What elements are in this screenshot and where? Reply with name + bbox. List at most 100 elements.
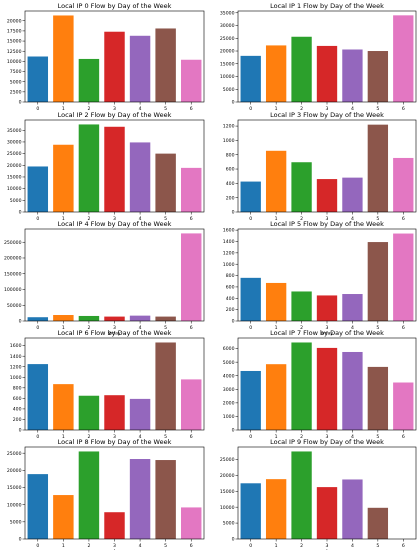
y-tick-label: 600 (13, 396, 22, 402)
y-tick-label: 800 (226, 152, 235, 158)
bar-day-6 (180, 167, 202, 212)
y-tick-label: 25000 (7, 151, 22, 157)
bar-day-2 (291, 36, 312, 102)
bar-day-3 (316, 179, 338, 212)
chart-title: Local IP 2 Flow by Day of the Week (58, 111, 172, 119)
x-tick-label: 1 (62, 543, 65, 549)
y-tick-label: 200000 (4, 256, 22, 262)
bar-day-1 (265, 364, 287, 430)
x-tick-label: 5 (164, 325, 167, 331)
x-tick-label: 5 (376, 216, 379, 222)
x-tick-label: 2 (300, 106, 303, 112)
x-tick-label: 2 (87, 106, 90, 112)
y-tick-label: 1000 (10, 375, 22, 381)
y-tick-label: 1200 (223, 250, 235, 256)
x-tick-label: 1 (62, 216, 65, 222)
x-tick-label: 0 (36, 216, 39, 222)
y-tick-label: 15000 (7, 485, 22, 491)
y-tick-label: 35000 (220, 10, 235, 16)
bar-day-4 (129, 142, 151, 212)
bar-day-1 (53, 495, 74, 539)
x-tick-label: 5 (164, 106, 167, 112)
y-tick-label: 15000 (7, 39, 22, 45)
bar-day-5 (367, 366, 389, 430)
bar-day-3 (104, 316, 125, 321)
y-tick-label: 800 (226, 273, 235, 279)
bar-day-6 (180, 379, 202, 430)
bar-chart-panel-3: Local IP 3 Flow by Day of the Week020040… (223, 111, 417, 222)
x-tick-label: 3 (326, 216, 329, 222)
x-tick-label: 0 (249, 216, 252, 222)
bar-day-0 (240, 370, 261, 430)
bar-day-0 (27, 474, 49, 539)
bar-day-0 (240, 483, 261, 539)
x-tick-label: 2 (300, 216, 303, 222)
y-tick-label: 400 (226, 296, 235, 302)
y-tick-label: 20000 (220, 49, 235, 55)
x-tick-label: 4 (139, 325, 142, 331)
x-tick-label: 3 (326, 325, 329, 331)
bar-day-1 (265, 282, 287, 321)
bar-chart-panel-0: Local IP 0 Flow by Day of the Week 0 2500 5… (7, 2, 205, 112)
x-tick-label: 2 (300, 434, 303, 440)
x-tick-label: 0 (36, 543, 39, 549)
y-tick-label: 600 (226, 167, 235, 173)
bar-day-5 (367, 507, 389, 539)
x-tick-label: 0 (249, 543, 252, 549)
y-tick-label: 25000 (7, 451, 22, 457)
bar-day-2 (291, 342, 312, 430)
bar-day-1 (53, 384, 74, 430)
y-tick-label: 17500 (7, 29, 22, 35)
bar-day-0 (27, 56, 49, 102)
y-tick-label: 35000 (7, 128, 22, 134)
bar-day-5 (367, 242, 389, 321)
y-tick-label: 800 (13, 385, 22, 391)
x-tick-label: 1 (275, 216, 278, 222)
bar-day-3 (104, 395, 125, 430)
y-tick-label: 1000 (223, 414, 235, 420)
x-tick-label: 4 (139, 434, 142, 440)
x-tick-label: 0 (36, 106, 39, 112)
y-tick-label: 4000 (223, 373, 235, 379)
y-tick-label: 400 (226, 181, 235, 187)
y-tick-label: 1600 (223, 228, 235, 234)
x-tick-label: 2 (300, 325, 303, 331)
y-tick-label: 5000 (10, 198, 22, 204)
bar-day-4 (129, 35, 151, 102)
x-tick-label: 5 (164, 543, 167, 549)
x-axis-label: wday (321, 549, 333, 550)
x-tick-label: 3 (113, 543, 116, 549)
bar-day-6 (180, 507, 202, 539)
x-tick-label: 3 (113, 434, 116, 440)
y-tick-label: 0 (232, 100, 235, 106)
x-tick-label: 0 (36, 434, 39, 440)
y-tick-label: 5000 (10, 519, 22, 525)
x-tick-label: 5 (164, 434, 167, 440)
y-tick-label: 200 (13, 417, 22, 423)
y-tick-label: 30000 (7, 140, 22, 146)
bar-day-3 (104, 31, 125, 102)
x-tick-label: 5 (376, 325, 379, 331)
x-tick-label: 6 (190, 325, 193, 331)
chart-title: Local IP 4 Flow by Day of the Week (58, 220, 172, 228)
x-tick-label: 1 (62, 325, 65, 331)
y-tick-label: 200 (226, 195, 235, 201)
bar-day-5 (367, 124, 389, 212)
y-tick-label: 100000 (4, 287, 22, 293)
bar-chart-panel-7: Local IP 7 Flow by Day of the Week 0 1000 2… (223, 329, 417, 440)
bar-day-5 (367, 51, 389, 102)
x-tick-label: 6 (190, 216, 193, 222)
y-tick-label: 5000 (223, 87, 235, 93)
x-tick-label: 1 (62, 106, 65, 112)
y-tick-label: 3000 (223, 387, 235, 393)
x-tick-label: 6 (402, 543, 405, 549)
x-tick-label: 2 (300, 543, 303, 549)
bar-day-4 (342, 294, 363, 321)
bar-day-0 (240, 55, 261, 102)
bar-day-2 (78, 451, 100, 539)
y-tick-label: 6000 (223, 346, 235, 352)
x-axis-label: wday (321, 331, 333, 337)
bar-day-6 (180, 59, 202, 102)
y-tick-label: 1000 (223, 138, 235, 144)
bar-day-0 (27, 364, 49, 430)
